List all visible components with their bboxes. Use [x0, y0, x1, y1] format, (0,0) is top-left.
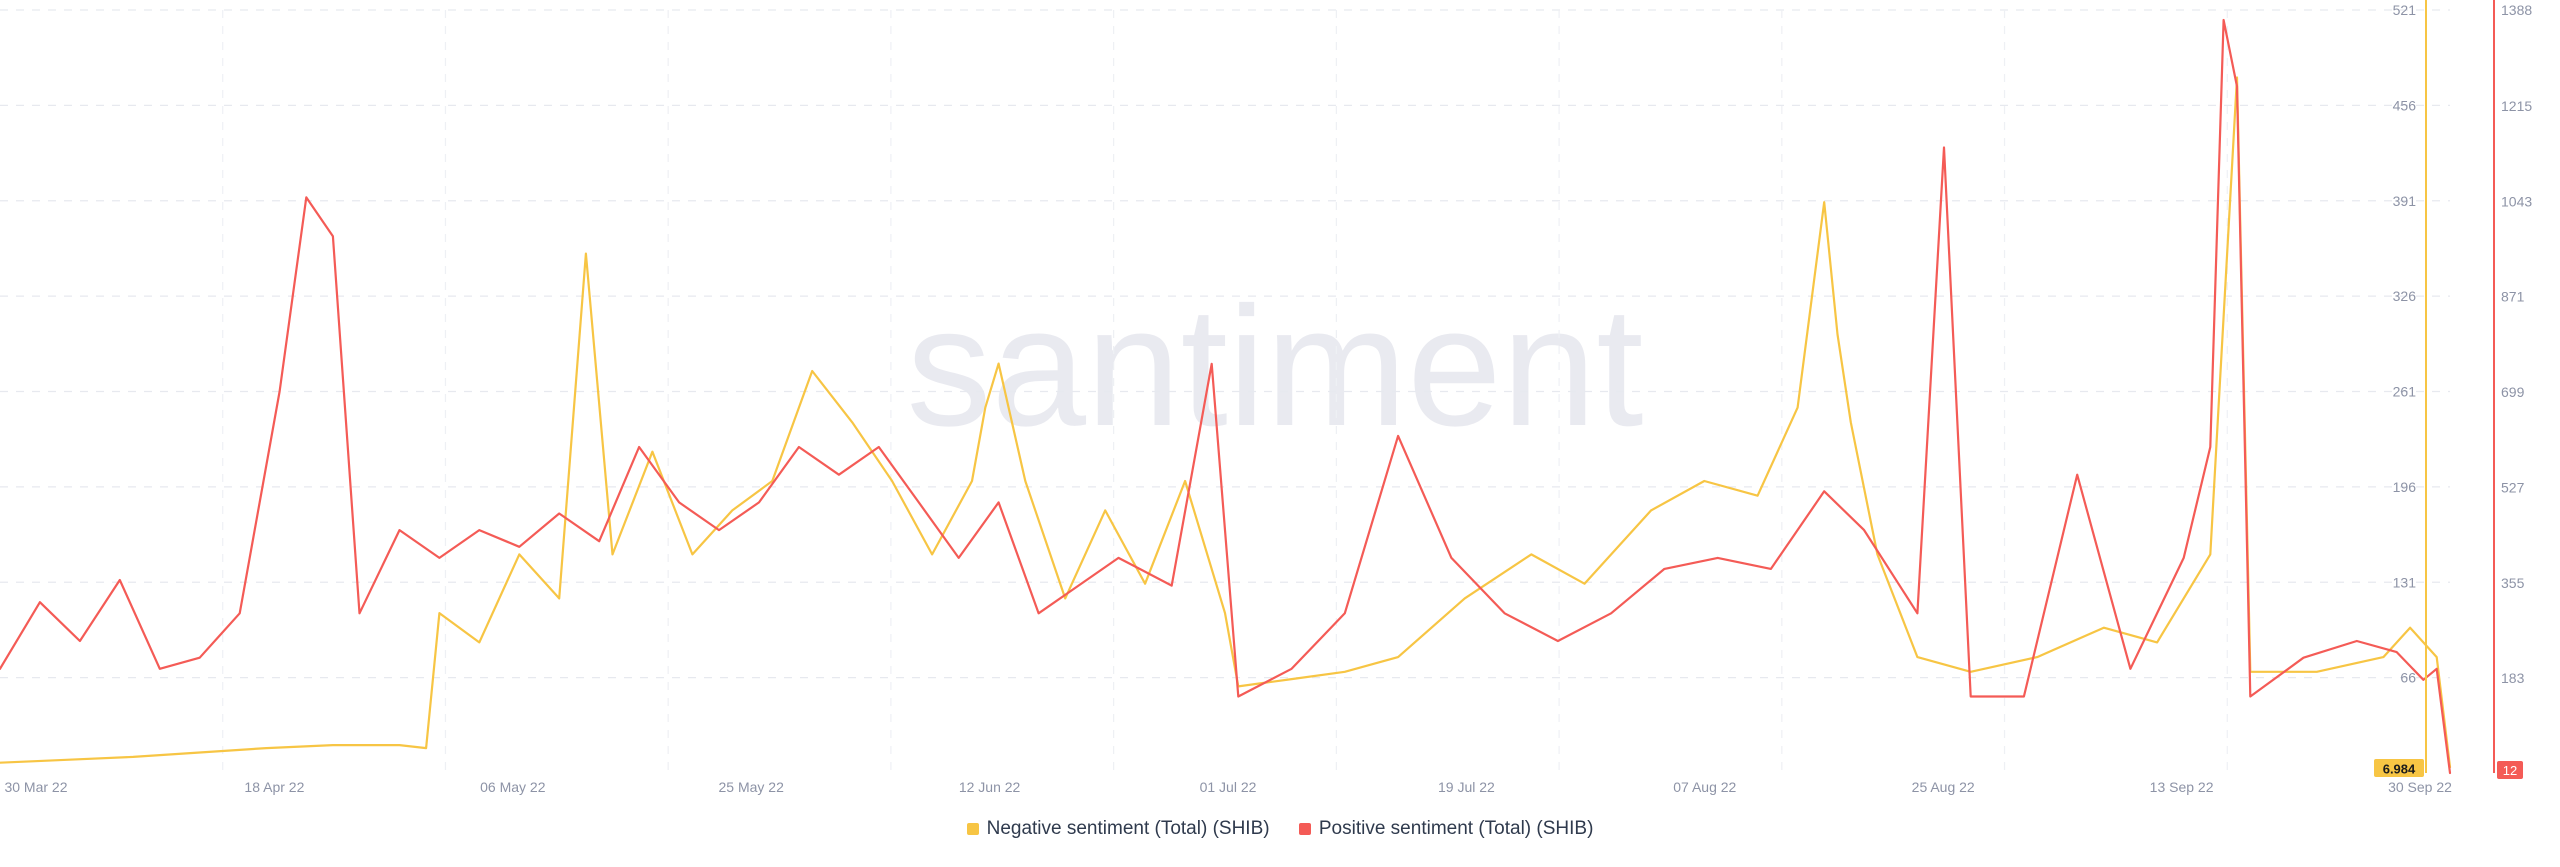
- y-right-tick-5: 1043: [2501, 193, 2532, 209]
- y-left-tick-7: 521: [2393, 2, 2417, 18]
- y-left-current-badge: [2374, 759, 2424, 777]
- y-right-tick-0: 183: [2501, 670, 2525, 686]
- x-tick-6: 19 Jul 22: [1438, 779, 1495, 795]
- series-layer: [0, 18, 2452, 775]
- y-left-tick-3: 261: [2393, 384, 2417, 400]
- x-tick-0: 30 Mar 22: [4, 779, 67, 795]
- y-right-current-value: 12: [2503, 763, 2517, 778]
- legend-item-positive[interactable]: Positive sentiment (Total) (SHIB): [1298, 818, 1594, 840]
- x-axis: 30 Mar 22 18 Apr 22 06 May 22 25 May 22 12 J…: [4, 779, 2452, 795]
- y-left-tick-4: 326: [2393, 288, 2417, 304]
- series-line-0: [0, 76, 2452, 769]
- legend: Negative sentiment (Total) (SHIB) Positi…: [0, 818, 2560, 841]
- x-tick-10: 30 Sep 22: [2388, 779, 2452, 795]
- legend-label-negative: Negative sentiment (Total) (SHIB): [986, 818, 1270, 839]
- legend-label-positive: Positive sentiment (Total) (SHIB): [1318, 818, 1594, 839]
- x-tick-7: 07 Aug 22: [1673, 779, 1736, 795]
- y-left-current-value: 6.984: [2383, 762, 2416, 777]
- legend-item-negative[interactable]: Negative sentiment (Total) (SHIB): [966, 818, 1270, 840]
- x-tick-1: 18 Apr 22: [244, 779, 304, 795]
- y-left-tick-6: 456: [2393, 97, 2417, 113]
- legend-swatch-positive: [1298, 823, 1311, 835]
- x-tick-4: 12 Jun 22: [959, 779, 1021, 795]
- y-axis-left: 66 131 196 261 326 391 456 521 6.984: [2374, 0, 2427, 777]
- y-left-tick-2: 196: [2393, 479, 2417, 495]
- y-axis-right: 183 355 527 699 871 1043 1215 1388 12: [2493, 0, 2532, 779]
- series-line-1: [0, 18, 2452, 775]
- y-right-tick-2: 527: [2501, 479, 2525, 495]
- legend-swatch-negative: [966, 823, 979, 835]
- x-tick-3: 25 May 22: [719, 779, 785, 795]
- x-tick-5: 01 Jul 22: [1200, 779, 1257, 795]
- y-right-tick-4: 871: [2501, 289, 2525, 305]
- x-tick-9: 13 Sep 22: [2150, 779, 2214, 795]
- y-right-tick-7: 1388: [2501, 2, 2532, 18]
- y-left-tick-1: 131: [2393, 574, 2417, 590]
- y-right-current-badge: [2497, 761, 2523, 779]
- y-left-tick-5: 391: [2393, 193, 2417, 209]
- watermark: santiment: [906, 272, 1643, 462]
- y-left-tick-0: 66: [2400, 670, 2416, 686]
- x-tick-8: 25 Aug 22: [1912, 779, 1975, 795]
- y-right-tick-1: 355: [2501, 575, 2525, 591]
- y-right-tick-6: 1215: [2501, 98, 2532, 114]
- y-right-tick-3: 699: [2501, 384, 2525, 400]
- x-tick-2: 06 May 22: [480, 779, 546, 795]
